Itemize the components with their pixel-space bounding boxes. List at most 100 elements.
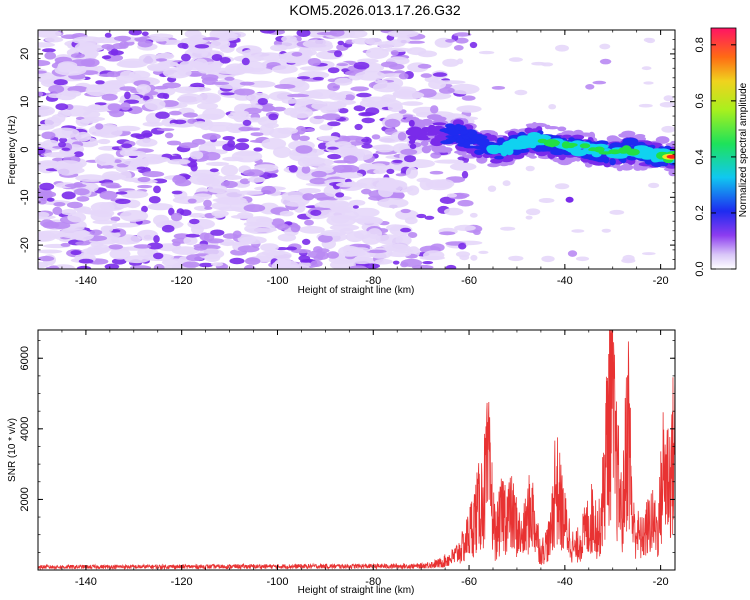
noise-blob — [153, 185, 161, 194]
noise-blob — [335, 192, 345, 198]
noise-blob — [338, 108, 349, 114]
noise-blob — [312, 76, 324, 81]
noise-blob — [113, 159, 122, 164]
noise-blob — [319, 124, 333, 131]
signal-blob — [609, 158, 616, 166]
snr-y-label: SNR (10 * v/v) — [7, 418, 18, 482]
signal-blob — [525, 123, 538, 127]
noise-blob — [147, 65, 170, 72]
noise-blob — [119, 40, 129, 49]
noise-blob — [342, 135, 363, 141]
noise-blob — [50, 127, 80, 139]
noise-blob — [469, 41, 478, 49]
signal-blob — [620, 164, 634, 171]
noise-blob — [184, 48, 209, 59]
signal-blob — [550, 149, 565, 156]
noise-blob — [367, 228, 383, 240]
noise-blob — [115, 198, 131, 204]
noise-blob — [222, 31, 246, 39]
x-tick-label: -120 — [171, 576, 193, 588]
noise-blob — [306, 156, 325, 165]
noise-blob — [319, 200, 336, 206]
noise-blob — [432, 72, 448, 77]
noise-blob — [661, 125, 675, 133]
noise-blob — [44, 51, 56, 60]
signal-blob — [463, 141, 475, 145]
noise-blob — [417, 63, 432, 69]
noise-blob — [397, 132, 407, 141]
noise-blob — [75, 131, 92, 142]
noise-blob — [211, 38, 231, 50]
noise-blob — [372, 82, 401, 93]
noise-blob — [189, 173, 215, 186]
colorbar-label: Normalized spectral amplitude — [738, 82, 749, 217]
signal-blob — [482, 153, 497, 158]
noise-blob — [281, 35, 297, 43]
noise-blob — [365, 47, 389, 59]
noise-blob — [198, 262, 214, 268]
chart-title: KOM5.2026.013.17.26.G32 — [289, 2, 461, 18]
noise-blob — [247, 176, 266, 183]
noise-blob — [332, 164, 353, 174]
noise-blob — [38, 71, 55, 84]
noise-blob — [381, 47, 413, 52]
noise-blob — [271, 260, 299, 269]
noise-blob — [311, 101, 342, 111]
colorbar-gradient — [710, 27, 737, 270]
noise-blob — [454, 224, 476, 231]
noise-blob — [478, 50, 495, 55]
noise-blob — [107, 103, 122, 112]
noise-blob — [502, 180, 511, 187]
noise-blob — [456, 105, 482, 113]
noise-blob — [430, 152, 442, 159]
x-tick-label: -40 — [557, 275, 573, 287]
noise-blob — [216, 69, 247, 75]
noise-blob — [247, 80, 276, 88]
noise-blob — [239, 81, 255, 86]
noise-blob — [160, 39, 184, 45]
signal-blob — [584, 150, 599, 155]
noise-blob — [298, 225, 325, 234]
noise-blob — [38, 105, 55, 117]
noise-blob — [83, 110, 101, 119]
noise-blob — [430, 105, 439, 114]
noise-blob — [434, 159, 464, 164]
noise-blob — [371, 134, 381, 140]
noise-blob — [241, 57, 250, 66]
noise-blob — [242, 49, 263, 58]
noise-blob — [99, 190, 118, 200]
signal-blob — [477, 139, 490, 146]
noise-blob — [209, 168, 219, 173]
signal-blob — [655, 136, 670, 144]
noise-blob — [203, 151, 221, 161]
noise-blob — [387, 30, 419, 38]
noise-blob — [120, 70, 135, 78]
signal-blob — [659, 161, 669, 167]
noise-blob — [352, 205, 359, 209]
noise-blob — [344, 181, 357, 187]
noise-blob — [182, 261, 200, 268]
noise-blob — [514, 89, 528, 96]
noise-blob — [422, 261, 434, 265]
noise-blob — [663, 95, 674, 102]
signal-blob — [494, 155, 504, 160]
noise-blob — [185, 233, 201, 238]
noise-blob — [268, 91, 294, 101]
noise-blob — [153, 214, 170, 226]
noise-blob — [38, 211, 50, 218]
noise-blob — [291, 132, 301, 141]
noise-blob — [234, 142, 250, 151]
noise-blob — [194, 44, 210, 49]
noise-blob — [236, 190, 264, 195]
noise-blob — [95, 123, 104, 130]
signal-blob — [507, 144, 518, 150]
noise-blob — [101, 164, 114, 169]
noise-blob — [214, 78, 247, 90]
noise-blob — [130, 133, 143, 138]
noise-blob — [374, 258, 393, 265]
noise-blob — [298, 135, 310, 141]
noise-blob — [458, 242, 467, 250]
signal-blob — [527, 132, 541, 139]
noise-blob — [295, 145, 313, 154]
x-tick-label: -80 — [365, 275, 381, 287]
